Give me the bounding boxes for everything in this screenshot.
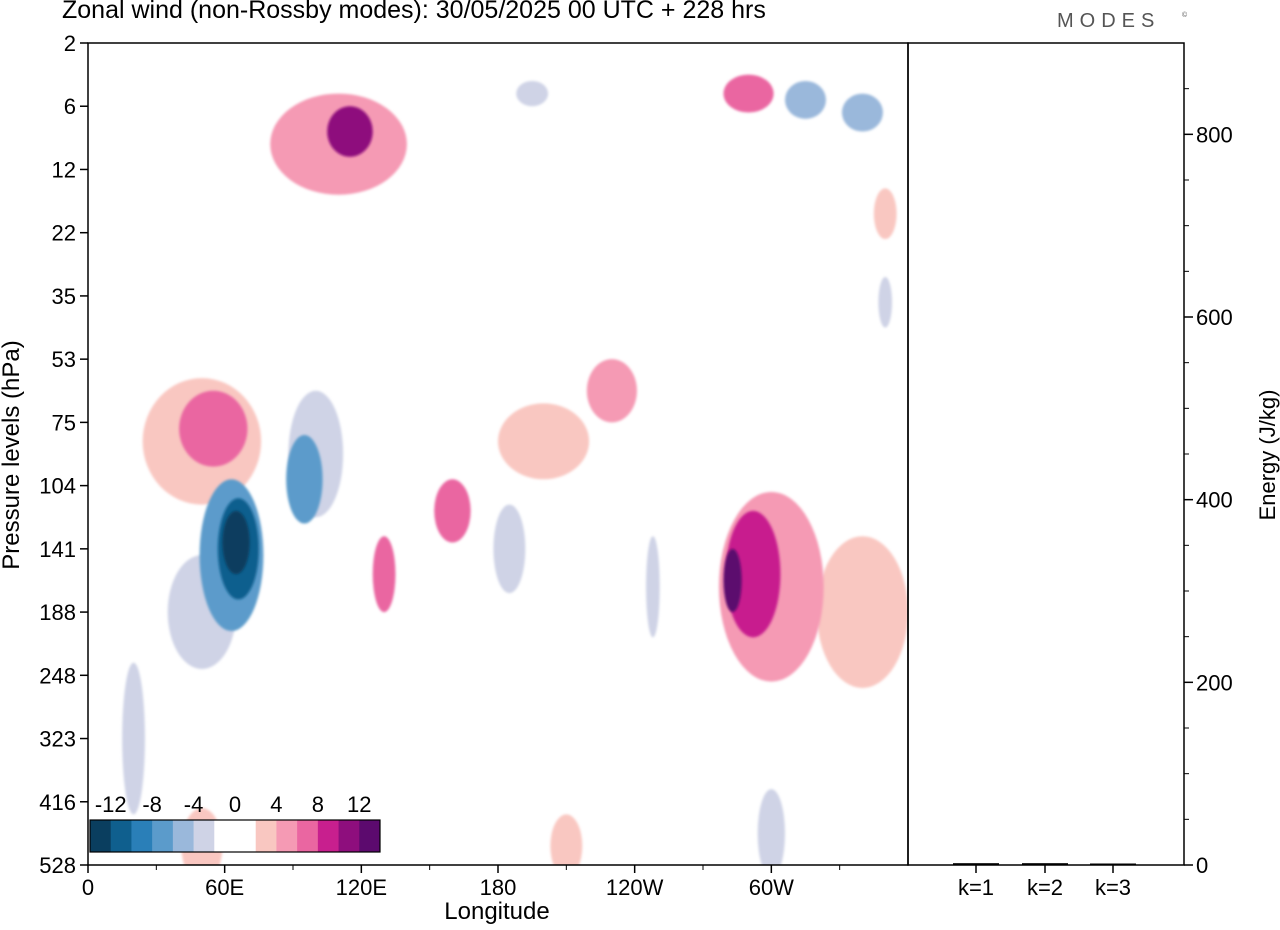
x-tick-label: 180 <box>480 875 517 900</box>
x-axis: 0 60E 120E 180 120W 60W <box>82 865 841 900</box>
x-tick-label: 120W <box>606 875 664 900</box>
y-tick-label: 104 <box>39 474 76 499</box>
wind-region-24 <box>286 435 323 524</box>
energy-tick-label: 200 <box>1196 670 1233 695</box>
x-tick-label: 0 <box>82 875 94 900</box>
energy-plot-frame <box>907 42 1185 866</box>
colorbar-label: -12 <box>95 792 127 817</box>
colorbar-swatch <box>297 820 319 852</box>
y-tick-label: 188 <box>39 600 76 625</box>
wind-region-22 <box>723 74 774 113</box>
colorbar-swatch <box>152 820 174 852</box>
colorbar-label: 12 <box>347 792 371 817</box>
x-axis-label: Longitude <box>444 898 550 925</box>
x-tick-label: 120E <box>336 875 387 900</box>
wind-region-16 <box>586 359 637 423</box>
wind-region-6 <box>816 536 908 688</box>
y-tick-label: 12 <box>52 157 76 182</box>
wind-region-17 <box>841 93 883 132</box>
wind-region-11 <box>493 504 526 594</box>
colorbar-label: 8 <box>312 792 324 817</box>
wind-region-1 <box>516 80 549 107</box>
energy-tick-label: 0 <box>1196 853 1208 878</box>
wind-region-28 <box>723 548 742 613</box>
colorbar-frame <box>89 819 381 853</box>
energy-axis: 0 200 400 600 800 <box>1184 88 1233 878</box>
wind-region-25 <box>725 510 781 638</box>
colorbar-swatch <box>110 820 132 852</box>
colorbar-swatch <box>255 820 277 852</box>
energy-category-label: k=3 <box>1095 875 1131 900</box>
y-tick-label: 248 <box>39 663 76 688</box>
colorbar-swatch <box>214 820 236 852</box>
energy-bar-k=3 <box>1090 863 1136 865</box>
colorbar-swatch <box>193 820 215 852</box>
x-tick-label: 60E <box>205 875 244 900</box>
y-axis: 2 6 12 22 35 53 75 104 141 188 248 323 416 528 <box>39 31 88 878</box>
energy-bar-k=2 <box>1022 863 1068 865</box>
chart-title: Zonal wind (non-Rossby modes): 30/05/202… <box>62 0 766 24</box>
colorbar-swatch <box>276 820 298 852</box>
wind-region-3 <box>757 789 785 865</box>
wind-region-2 <box>122 662 145 815</box>
colorbar-label: 0 <box>229 792 241 817</box>
wind-region-13 <box>878 276 893 328</box>
y-tick-label: 75 <box>52 410 76 435</box>
colorbar-legend: -12 -8 -4 0 4 8 12 <box>89 792 381 853</box>
y-tick-label: 323 <box>39 727 76 752</box>
y-tick-label: 2 <box>64 31 76 56</box>
colorbar-swatch <box>359 820 381 852</box>
wind-field <box>122 74 908 865</box>
colorbar-label: -4 <box>184 792 204 817</box>
wind-region-19 <box>179 390 248 467</box>
colorbar-label: -8 <box>142 792 162 817</box>
wind-region-18 <box>785 80 826 119</box>
y-tick-label: 35 <box>52 284 76 309</box>
wind-region-9 <box>873 188 897 240</box>
wind-region-12 <box>646 536 660 638</box>
y-tick-label: 6 <box>64 94 76 119</box>
colorbar-swatch <box>172 820 195 852</box>
y-tick-label: 141 <box>39 537 76 562</box>
energy-tick-label: 800 <box>1196 122 1233 147</box>
y-tick-label: 528 <box>39 853 76 878</box>
energy-tick-label: 600 <box>1196 305 1233 330</box>
colorbar-swatch <box>235 820 257 852</box>
wind-region-8 <box>550 814 583 865</box>
energy-category-label: k=2 <box>1027 875 1063 900</box>
x-tick-label: 60W <box>749 875 794 900</box>
colorbar-label: 4 <box>270 792 282 817</box>
energy-bars: k=1 k=2 k=3 <box>953 863 1136 900</box>
wind-region-29 <box>222 510 250 575</box>
colorbar-swatch <box>338 820 360 852</box>
brand-logo: MODES <box>1057 10 1161 32</box>
energy-tick-label: 400 <box>1196 488 1233 513</box>
y-tick-label: 53 <box>52 347 76 372</box>
brand-trademark: © <box>1182 12 1188 19</box>
wind-region-5 <box>498 403 590 480</box>
energy-category-label: k=1 <box>958 875 994 900</box>
colorbar-swatch <box>131 820 153 852</box>
energy-bar-k=1 <box>953 863 999 865</box>
colorbar-swatch <box>90 820 112 852</box>
y-tick-label: 416 <box>39 790 76 815</box>
wind-region-21 <box>372 536 396 613</box>
wind-region-20 <box>434 479 471 543</box>
colorbar-swatch <box>317 820 340 852</box>
wind-region-26 <box>327 106 373 157</box>
y-tick-label: 22 <box>52 221 76 246</box>
